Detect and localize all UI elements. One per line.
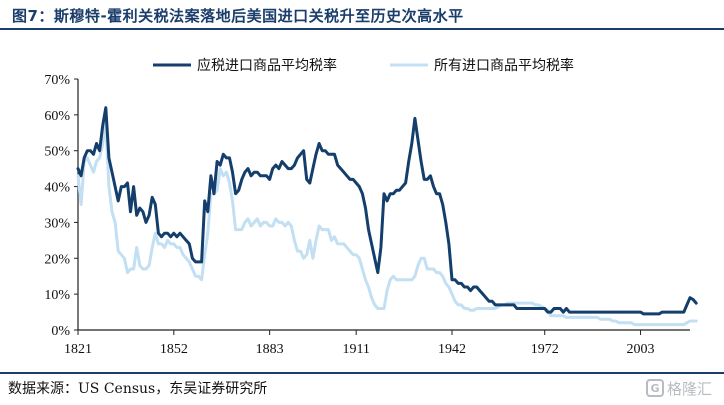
x-tick-label: 1911 [342,342,369,357]
y-tick-label: 10% [44,288,70,303]
watermark-text: 格隆汇 [666,379,712,398]
x-tick-label: 2003 [627,342,655,357]
y-tick-label: 30% [44,216,70,231]
x-tick-label: 1883 [256,342,284,357]
y-tick-label: 70% [44,73,70,88]
y-tick-label: 60% [44,109,70,124]
footer-divider [0,372,724,374]
y-tick-label: 40% [44,181,70,196]
x-tick-label: 1852 [160,342,188,357]
y-axis: 0% 10% 20% 30% 40% 50% 60% 70% [44,73,79,339]
plot-area [76,106,698,327]
chart-title: 图7：斯穆特-霍利关税法案落地后美国进口关税升至历史次高水平 [12,7,464,25]
legend: 应税进口商品平均税率 所有进口商品平均税率 [153,57,574,74]
y-tick-label: 50% [44,145,70,160]
x-tick-label: 1942 [438,342,466,357]
title-bar: 图7：斯穆特-霍利关税法案落地后美国进口关税升至历史次高水平 [0,0,724,30]
series-line-2 [76,120,698,327]
legend-label-2: 所有进口商品平均税率 [434,57,574,74]
source-note: 数据来源：US Census，东吴证券研究所 [8,381,268,397]
x-axis: 1821 1852 1883 1911 1942 1972 2003 [64,329,690,357]
line-chart: 0% 10% 20% 30% 40% 50% 60% 70% 1821 1852 1883 1911… [44,57,698,357]
watermark: G 格隆汇 [645,377,712,399]
y-tick-label: 20% [44,252,70,267]
x-tick-label: 1972 [531,342,559,357]
x-tick-label: 1821 [64,342,92,357]
legend-label-1: 应税进口商品平均税率 [197,57,337,74]
watermark-logo-icon: G [645,379,664,397]
y-tick-label: 0% [51,324,70,339]
series-line-1 [76,106,698,316]
